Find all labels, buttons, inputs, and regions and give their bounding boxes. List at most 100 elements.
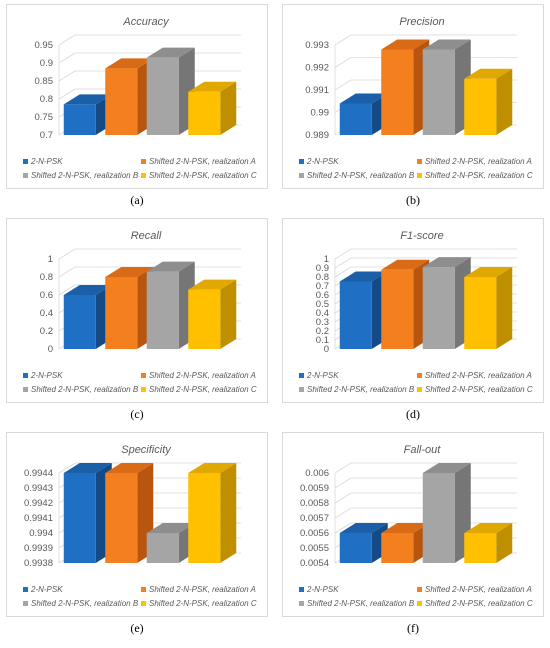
- chart-title: F1-score: [400, 230, 443, 242]
- bar-3: [146, 47, 195, 135]
- legend-swatch: [299, 601, 304, 606]
- y-tick-label: 0.0059: [300, 483, 329, 494]
- bar-2: [105, 463, 154, 563]
- legend-swatch: [23, 587, 28, 592]
- bar-3: [422, 463, 471, 563]
- bar-side: [496, 68, 513, 135]
- y-tick-label: 0.1: [316, 335, 329, 346]
- bar-4: [464, 68, 513, 135]
- chart-svg: Specificity 0.9938 0.9939 0.994 0.9941 0.9942…: [23, 444, 257, 608]
- legend-item: Shifted 2-N-PSK, realization A: [141, 585, 256, 594]
- y-tick-label: 0.992: [305, 63, 329, 74]
- panel-caption: (b): [406, 193, 420, 207]
- legend-swatch: [299, 159, 304, 164]
- bar-front: [464, 277, 497, 349]
- legend-item: Shifted 2-N-PSK, realization B: [299, 385, 415, 394]
- legend-label: Shifted 2-N-PSK, realization A: [425, 157, 532, 166]
- bar-front: [422, 267, 455, 349]
- chart-title: Precision: [399, 16, 444, 28]
- y-tick-label: 0.9: [316, 263, 329, 274]
- gridline-depth: [58, 462, 76, 474]
- bar-top: [339, 523, 388, 533]
- y-tick-label: 0.0054: [300, 558, 329, 569]
- bar-top: [464, 267, 513, 277]
- legend-item: 2-N-PSK: [23, 371, 63, 380]
- bar-top: [381, 523, 430, 533]
- bar-3: [422, 39, 471, 135]
- panel-caption: (d): [406, 407, 420, 421]
- y-tick-label: 0.8: [316, 272, 329, 283]
- legend-swatch: [23, 173, 28, 178]
- bar-front: [422, 473, 455, 563]
- legend-label: Shifted 2-N-PSK, realization C: [425, 599, 533, 608]
- bar-front: [105, 473, 138, 563]
- bar-top: [105, 58, 154, 69]
- legend-swatch: [417, 601, 422, 606]
- legend-item: 2-N-PSK: [23, 157, 63, 166]
- bar-1: [63, 285, 112, 349]
- bar-4: [464, 267, 513, 349]
- legend-swatch: [141, 587, 146, 592]
- legend-label: Shifted 2-N-PSK, realization C: [425, 171, 533, 180]
- bar-2: [105, 58, 154, 135]
- bar-top: [422, 463, 471, 473]
- y-tick-label: 0.95: [35, 40, 54, 51]
- y-tick-label: 0.75: [35, 112, 54, 123]
- bar-front: [339, 281, 372, 349]
- y-tick-label: 0.006: [305, 468, 329, 479]
- panel-caption: (c): [130, 407, 144, 421]
- legend-item: Shifted 2-N-PSK, realization C: [417, 171, 533, 180]
- legend-item: 2-N-PSK: [299, 157, 339, 166]
- legend-swatch: [141, 173, 146, 178]
- y-tick-label: 0: [324, 344, 329, 355]
- y-tick-label: 0.4: [316, 308, 329, 319]
- bar-front: [188, 91, 221, 135]
- bar-top: [188, 81, 237, 92]
- bar-3: [146, 261, 195, 349]
- chart-title: Fall-out: [404, 444, 442, 456]
- bar-front: [63, 295, 96, 349]
- y-tick-label: 0.4: [40, 308, 53, 319]
- bar-top: [464, 523, 513, 533]
- y-tick-label: 0.8: [40, 94, 53, 105]
- bar-1: [339, 271, 388, 349]
- legend-item: Shifted 2-N-PSK, realization B: [299, 171, 415, 180]
- legend-item: Shifted 2-N-PSK, realization A: [417, 157, 532, 166]
- legend-item: Shifted 2-N-PSK, realization A: [417, 585, 532, 594]
- panel-caption: (f): [407, 621, 419, 635]
- y-tick-label: 0.2: [40, 326, 53, 337]
- y-tick-label: 0.9943: [24, 483, 53, 494]
- legend-swatch: [417, 159, 422, 164]
- bar-side: [220, 81, 237, 135]
- legend-label: Shifted 2-N-PSK, realization A: [425, 585, 532, 594]
- legend-label: Shifted 2-N-PSK, realization B: [307, 385, 415, 394]
- legend-swatch: [299, 173, 304, 178]
- bar-2: [381, 39, 430, 135]
- y-tick-label: 0.8: [40, 272, 53, 283]
- bar-front: [464, 78, 497, 135]
- legend-swatch: [141, 601, 146, 606]
- legend-label: Shifted 2-N-PSK, realization A: [149, 371, 256, 380]
- y-tick-label: 0.0055: [300, 543, 329, 554]
- legend-item: Shifted 2-N-PSK, realization B: [23, 599, 139, 608]
- legend-swatch: [299, 373, 304, 378]
- chart-panel-3: Recall 0 0.2 0.4 0.6 0.8 1 2-N-PSK Shifted 2-N-P…: [6, 218, 268, 403]
- bar-1: [63, 94, 112, 135]
- legend-swatch: [23, 373, 28, 378]
- legend-item: Shifted 2-N-PSK, realization C: [141, 599, 257, 608]
- y-tick-label: 0.9938: [24, 558, 53, 569]
- legend-swatch: [299, 387, 304, 392]
- gridline-depth: [334, 507, 352, 519]
- legend-item: Shifted 2-N-PSK, realization C: [417, 599, 533, 608]
- bar-front: [422, 49, 455, 135]
- gridline-depth: [334, 492, 352, 504]
- bar-1: [339, 93, 388, 135]
- legend-item: Shifted 2-N-PSK, realization B: [299, 599, 415, 608]
- bar-top: [63, 285, 112, 295]
- chart-svg: Recall 0 0.2 0.4 0.6 0.8 1 2-N-PSK Shifted 2-N-P…: [23, 230, 257, 394]
- y-tick-label: 0: [48, 344, 53, 355]
- gridline-depth: [58, 70, 76, 82]
- bar-front: [146, 533, 179, 563]
- chart-panel-1: Accuracy 0.7 0.75 0.8 0.85 0.9 0.95 2-N-PSK Shif…: [6, 4, 268, 189]
- legend-swatch: [23, 387, 28, 392]
